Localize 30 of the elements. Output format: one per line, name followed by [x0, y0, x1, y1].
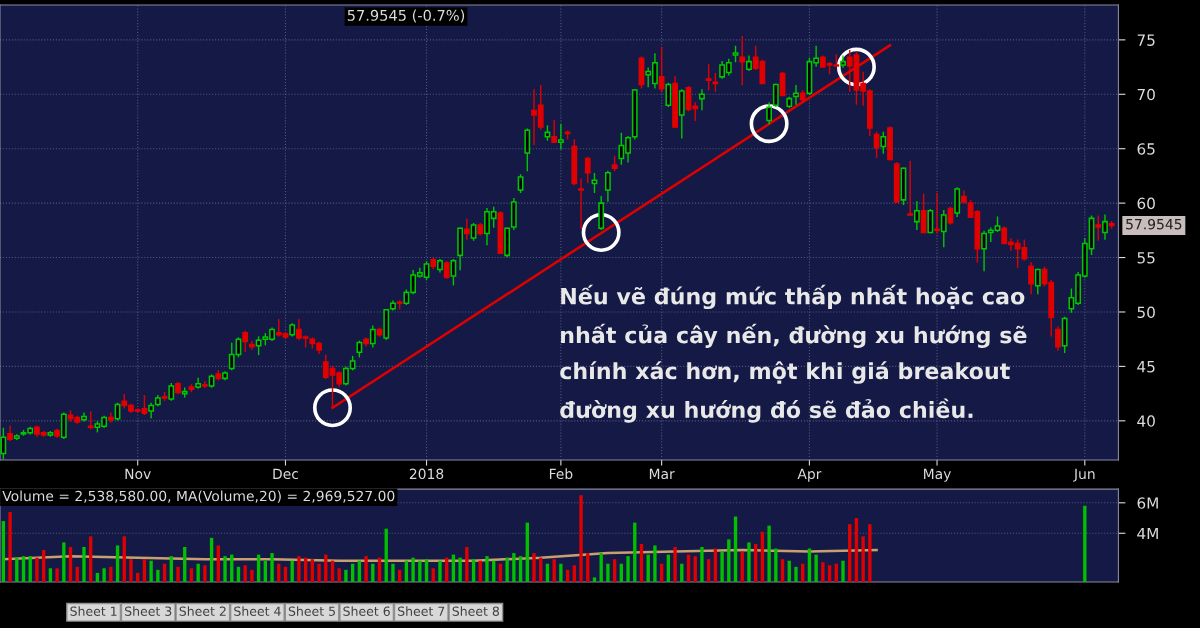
y-tick-label: 4M: [1137, 527, 1158, 540]
text: Sheet 7: [398, 606, 445, 616]
y-tick-label: 75: [1137, 34, 1155, 46]
y-tick-label: 65: [1137, 143, 1155, 155]
x-tick-label: 2018: [409, 468, 444, 480]
x-tick-label: Apr: [797, 468, 822, 482]
annotation: 57.9545 (-0.7%): [347, 9, 465, 23]
y-tick-label: 40: [1137, 415, 1155, 427]
text: Sheet 5: [288, 606, 335, 616]
text: Sheet 6: [343, 606, 390, 616]
y-tick-label: 55: [1137, 252, 1155, 264]
y-tick-label: 50: [1137, 306, 1155, 318]
x-tick-label: Jun: [1073, 468, 1095, 482]
annotation: Nếu vẽ đúng mức thấp nhất hoặc cao nhất của cây nến, đường xu hướng sẽ chính xác hơn, một khi giá breakout đường xu hướng đó sẽ đảo chiều.: [560, 284, 1027, 423]
y-tick-label: 45: [1137, 361, 1155, 373]
y-tick-label: 70: [1137, 88, 1155, 101]
text: Sheet 1: [70, 606, 117, 616]
text: Sheet 8: [452, 606, 500, 616]
x-tick-label: Dec: [273, 468, 299, 480]
chart-title: Volume = 2,538,580.00, MA(Volume,20) = 2,969,527.00: [2, 490, 395, 503]
y-tick-label: 60: [1137, 197, 1155, 210]
text: 57.9545: [1126, 218, 1182, 230]
x-tick-label: May: [924, 468, 951, 482]
text: Sheet 4: [234, 606, 281, 616]
x-tick-label: Nov: [125, 468, 151, 480]
text: Sheet 3: [125, 606, 172, 616]
y-tick-label: 6M: [1137, 497, 1158, 509]
x-tick-label: Feb: [549, 468, 573, 480]
x-tick-label: Mar: [649, 468, 675, 480]
text: Sheet 2: [179, 606, 226, 616]
